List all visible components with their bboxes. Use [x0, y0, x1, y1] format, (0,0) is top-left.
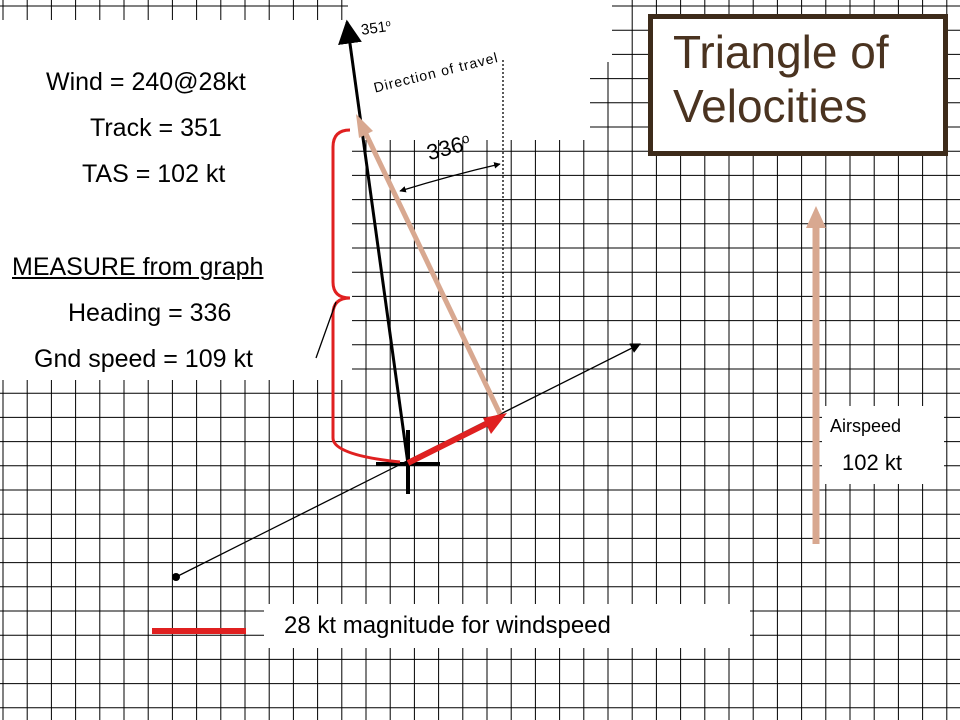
airspeed-label: Airspeed — [830, 416, 902, 436]
track-line — [338, 19, 410, 465]
ground-speed-value: Gnd speed = 109 kt — [34, 345, 253, 373]
track-angle-value: 351 — [360, 18, 388, 39]
heading-angle-arc — [399, 162, 501, 193]
measure-heading: MEASURE from graph — [12, 253, 264, 281]
annotation-panel — [348, 0, 612, 140]
wind-scale-legend: 28 kt magnitude for windspeed — [284, 612, 611, 639]
wind-vector — [406, 420, 490, 466]
track-value: Track = 351 — [90, 114, 222, 142]
airspeed-value: 102 kt — [842, 450, 902, 475]
title-box: Triangle of Velocities — [648, 14, 948, 156]
tas-value: TAS = 102 kt — [82, 160, 226, 188]
airspeed-vector-arrowhead — [356, 114, 373, 138]
title-line-1: Triangle of — [673, 26, 889, 78]
legend-panel — [264, 604, 750, 648]
title-line-2: Velocities — [673, 80, 868, 132]
airspeed-vector — [363, 132, 503, 416]
airspeed-label-panel — [822, 406, 944, 484]
wind-value: Wind = 240@28kt — [46, 68, 246, 96]
heading-value: Heading = 336 — [68, 299, 232, 327]
bracket-pointer-line — [315, 301, 337, 359]
wind-origin-dot — [172, 573, 180, 581]
airspeed-reference-arrowhead — [806, 206, 826, 228]
given-values-panel — [0, 20, 352, 380]
ground-speed-bracket — [331, 128, 401, 464]
wind-vector-arrowhead — [483, 413, 507, 434]
